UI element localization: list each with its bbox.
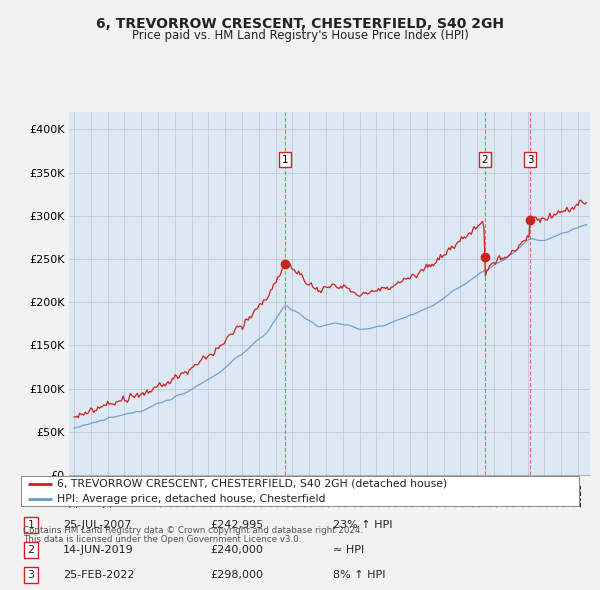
Text: Contains HM Land Registry data © Crown copyright and database right 2024.: Contains HM Land Registry data © Crown c… bbox=[23, 526, 363, 535]
Text: 3: 3 bbox=[527, 155, 533, 165]
Text: 3: 3 bbox=[28, 570, 35, 580]
Text: 6, TREVORROW CRESCENT, CHESTERFIELD, S40 2GH: 6, TREVORROW CRESCENT, CHESTERFIELD, S40… bbox=[96, 17, 504, 31]
Text: 8% ↑ HPI: 8% ↑ HPI bbox=[334, 570, 386, 580]
Text: £240,000: £240,000 bbox=[211, 545, 263, 555]
Text: This data is licensed under the Open Government Licence v3.0.: This data is licensed under the Open Gov… bbox=[23, 535, 301, 544]
Text: 1: 1 bbox=[28, 520, 35, 530]
Text: £242,995: £242,995 bbox=[211, 520, 264, 530]
Text: 2: 2 bbox=[481, 155, 488, 165]
Text: £298,000: £298,000 bbox=[211, 570, 264, 580]
Text: 23% ↑ HPI: 23% ↑ HPI bbox=[334, 520, 393, 530]
Text: Price paid vs. HM Land Registry's House Price Index (HPI): Price paid vs. HM Land Registry's House … bbox=[131, 30, 469, 42]
Text: 25-JUL-2007: 25-JUL-2007 bbox=[63, 520, 131, 530]
Text: 25-FEB-2022: 25-FEB-2022 bbox=[63, 570, 134, 580]
Text: 2: 2 bbox=[28, 545, 35, 555]
Text: 6, TREVORROW CRESCENT, CHESTERFIELD, S40 2GH (detached house): 6, TREVORROW CRESCENT, CHESTERFIELD, S40… bbox=[57, 479, 448, 489]
Text: ≈ HPI: ≈ HPI bbox=[334, 545, 365, 555]
Text: 1: 1 bbox=[282, 155, 289, 165]
Text: HPI: Average price, detached house, Chesterfield: HPI: Average price, detached house, Ches… bbox=[57, 494, 326, 503]
Text: 14-JUN-2019: 14-JUN-2019 bbox=[63, 545, 134, 555]
